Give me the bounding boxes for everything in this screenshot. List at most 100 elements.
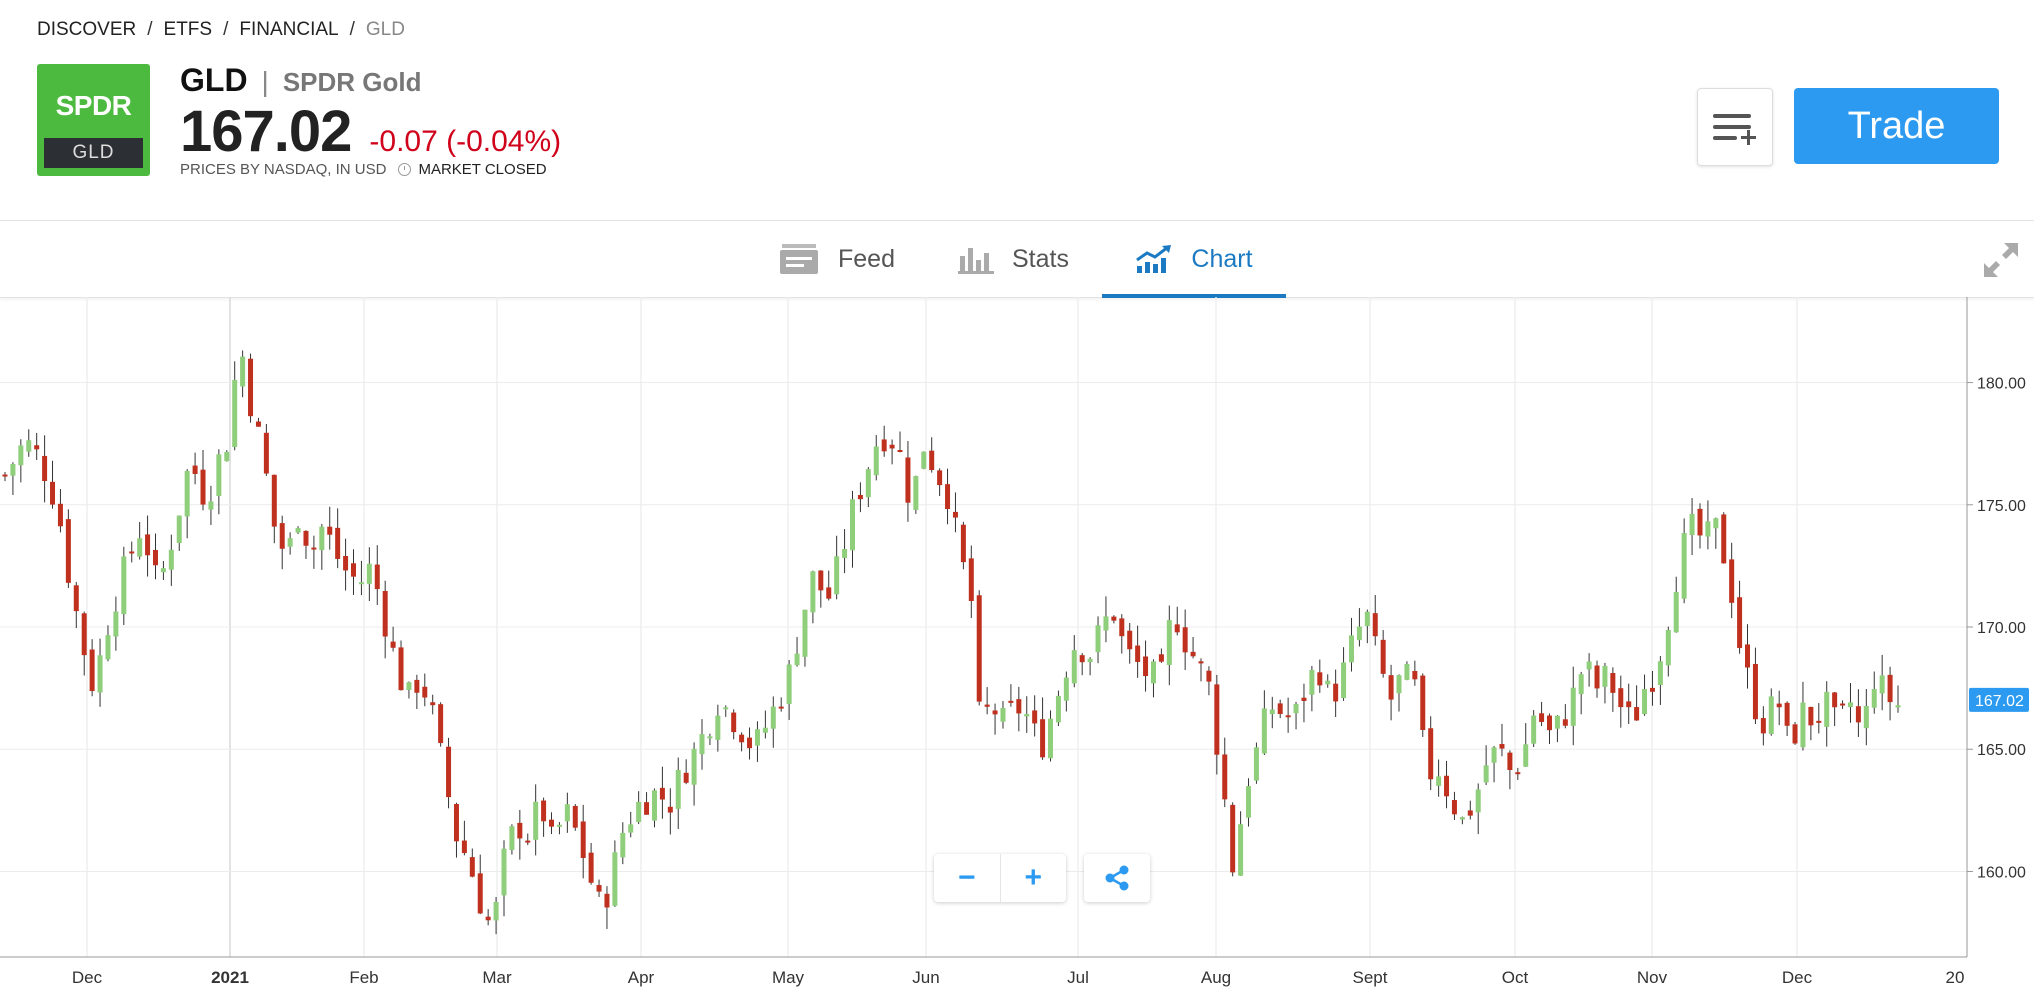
add-to-watchlist-button[interactable] xyxy=(1697,88,1773,166)
candle-down xyxy=(422,686,428,698)
candle-down xyxy=(1760,718,1766,734)
tab-stats[interactable]: Stats xyxy=(958,221,1069,297)
candle-up xyxy=(1586,661,1592,670)
candle-down xyxy=(477,873,483,914)
x-tick-label: Sept xyxy=(1353,968,1388,987)
candle-down xyxy=(1816,720,1822,723)
candle-up xyxy=(675,770,681,809)
candle-down xyxy=(1198,661,1204,664)
candle-up xyxy=(160,568,166,573)
candle-down xyxy=(1594,665,1600,689)
breadcrumb-current: GLD xyxy=(365,19,405,40)
candle-up xyxy=(1436,776,1442,786)
candle-down xyxy=(73,585,79,612)
candle-up xyxy=(1689,513,1695,536)
candle-down xyxy=(327,526,333,535)
candle-up xyxy=(366,563,372,584)
candle-down xyxy=(889,444,895,449)
y-tick-label: 165.00 xyxy=(1977,742,2026,759)
x-tick-label: Apr xyxy=(628,968,655,987)
candle-up xyxy=(232,379,238,448)
candle-down xyxy=(968,558,974,602)
candle-up xyxy=(1071,650,1077,684)
candle-up xyxy=(1847,702,1853,708)
candle-up xyxy=(699,734,705,755)
candle-down xyxy=(1808,706,1814,726)
candle-down xyxy=(382,590,388,637)
candle-up xyxy=(1570,687,1576,726)
x-tick-label: Dec xyxy=(72,968,103,987)
breadcrumb-link-discover[interactable]: DISCOVER xyxy=(37,19,137,40)
candle-down xyxy=(1855,706,1861,723)
candle-up xyxy=(1341,662,1347,698)
candle-up xyxy=(1293,703,1299,714)
candle-down xyxy=(588,852,594,883)
candle-up xyxy=(1705,521,1711,537)
candle-up xyxy=(509,826,515,850)
candle-down xyxy=(438,704,444,744)
tab-bar: Feed Stats Chart xyxy=(0,220,2034,298)
ticker-separator: | xyxy=(261,66,269,97)
x-tick-label: Oct xyxy=(1502,968,1529,987)
candle-up xyxy=(121,556,127,615)
candle-down xyxy=(1737,597,1743,648)
candle-up xyxy=(1895,705,1901,708)
x-tick-label: Aug xyxy=(1201,968,1231,987)
candle-down xyxy=(1119,618,1125,637)
current-price: 167.02 xyxy=(180,99,352,164)
candle-down xyxy=(1174,624,1180,633)
candle-up xyxy=(1863,706,1869,729)
expand-icon[interactable] xyxy=(1982,241,2020,279)
candle-down xyxy=(1729,559,1735,603)
breadcrumb-link-financial[interactable]: FINANCIAL xyxy=(239,19,339,40)
candle-down xyxy=(65,519,71,583)
tab-feed[interactable]: Feed xyxy=(778,221,895,297)
candle-up xyxy=(842,549,848,558)
candle-down xyxy=(857,494,863,500)
candle-down xyxy=(152,549,158,566)
candle-down xyxy=(945,484,951,510)
share-button[interactable] xyxy=(1084,854,1150,902)
candle-up xyxy=(715,715,721,740)
candle-down xyxy=(1127,630,1133,650)
candle-down xyxy=(1618,688,1624,708)
candle-up xyxy=(1269,709,1275,715)
zoom-in-button[interactable]: + xyxy=(999,854,1067,902)
candle-down xyxy=(1372,613,1378,637)
zoom-out-button[interactable]: − xyxy=(957,861,976,894)
candle-up xyxy=(802,609,808,657)
candle-down xyxy=(1776,703,1782,708)
candlestick-chart[interactable]: 180.00 175.00 170.00 165.00 160.00 167.02 Dec 2… xyxy=(0,297,2034,1000)
candle-down xyxy=(1721,514,1727,564)
candle-up xyxy=(1768,696,1774,734)
candle-up xyxy=(1523,744,1529,767)
candle-down xyxy=(398,647,404,691)
candle-down xyxy=(129,551,135,554)
candle-down xyxy=(81,613,87,656)
candle-down xyxy=(1539,713,1545,722)
candle-down xyxy=(747,737,753,749)
candle-up xyxy=(1253,747,1259,781)
breadcrumb-link-etfs[interactable]: ETFS xyxy=(163,19,213,40)
candle-down xyxy=(778,706,784,709)
x-tick-label: 2021 xyxy=(211,968,249,987)
candle-down xyxy=(1412,671,1418,680)
candle-up xyxy=(358,582,364,585)
candle-up xyxy=(1404,664,1410,680)
candle-up xyxy=(651,790,657,821)
tab-feed-label: Feed xyxy=(838,244,895,273)
candle-down xyxy=(390,641,396,648)
candle-up xyxy=(1554,715,1560,729)
price-row: 167.02 -0.07 (-0.04%) xyxy=(180,98,561,165)
candle-down xyxy=(1143,656,1149,677)
tab-chart[interactable]: Chart xyxy=(1102,221,1286,298)
candle-up xyxy=(834,556,840,595)
candle-down xyxy=(905,457,911,503)
price-meta: PRICES BY NASDAQ, IN USD MARKET CLOSED xyxy=(180,161,547,178)
candle-up xyxy=(754,729,760,746)
candle-up xyxy=(501,848,507,896)
candle-down xyxy=(1451,800,1457,815)
trade-button[interactable]: Trade xyxy=(1794,88,1999,164)
candle-up xyxy=(287,538,293,547)
price-chart[interactable]: 180.00 175.00 170.00 165.00 160.00 167.02 Dec 2… xyxy=(0,297,2034,1000)
